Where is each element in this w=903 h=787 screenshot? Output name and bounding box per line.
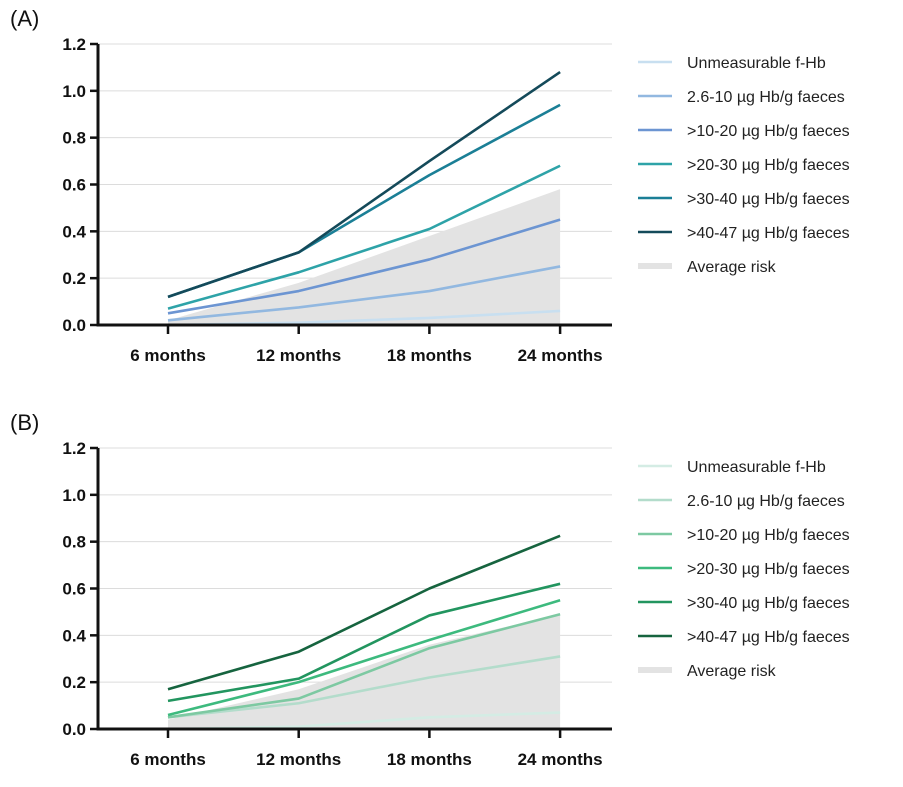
chart-b-y-tick-label: 0.6	[62, 580, 86, 599]
chart-a-legend-label-6: >40-47 µg Hb/g faeces	[687, 225, 850, 242]
chart-b-x-tick-label: 18 months	[387, 750, 472, 769]
chart-b-svg: (B) 0.0 0.2 0.4 0.6 0.8 1.0 1.2 6 months 12 month…	[10, 410, 850, 769]
chart-a-svg: (A) 0.0 0.2 0.4 0.6 0.8 1.0 1.2 6 months 12 month…	[10, 6, 850, 365]
chart-panel-b: (B) 0.0 0.2 0.4 0.6 0.8 1.0 1.2 6 months 12 month…	[0, 404, 903, 787]
chart-a-series-line-4	[167, 164, 561, 310]
chart-a-y-tick-label: 1.0	[62, 82, 86, 101]
chart-b-legend-label-2: 2.6-10 µg Hb/g faeces	[687, 493, 845, 510]
chart-b-y-tick-label: 0.8	[62, 533, 86, 552]
chart-b-y-tick-label: 1.2	[62, 439, 86, 458]
chart-b-legend-label-6: >40-47 µg Hb/g faeces	[687, 629, 850, 646]
chart-a-x-tick-label: 12 months	[256, 346, 341, 365]
chart-a-series-line-3	[167, 218, 561, 315]
chart-b-series-line-4	[167, 598, 561, 717]
chart-a-y-tick-label: 0.2	[62, 269, 86, 288]
chart-a-x-tick-label: 18 months	[387, 346, 472, 365]
chart-b-y-tick-label: 0.2	[62, 673, 86, 692]
chart-a-panel-label: (A)	[10, 6, 39, 31]
chart-b-x-tick-label: 12 months	[256, 750, 341, 769]
chart-a-legend-label-7: Average risk	[687, 259, 777, 276]
chart-b-y-tick-label: 1.0	[62, 486, 86, 505]
chart-b-series-line-6	[167, 534, 561, 691]
chart-b-y-tick-label: 0.4	[62, 626, 86, 645]
chart-b-legend-label-4: >20-30 µg Hb/g faeces	[687, 561, 850, 578]
chart-a-average-risk-area	[168, 189, 561, 325]
chart-b-series-line-2	[167, 655, 561, 719]
chart-b-legend-label-5: >30-40 µg Hb/g faeces	[687, 595, 850, 612]
chart-a-x-tick-label: 24 months	[518, 346, 603, 365]
chart-a-y-tick-label: 1.2	[62, 35, 86, 54]
chart-b-legend-label-3: >10-20 µg Hb/g faeces	[687, 527, 850, 544]
chart-a-y-tick-label: 0.0	[62, 316, 86, 335]
chart-b-x-tick-label: 6 months	[130, 750, 206, 769]
chart-a-legend-label-4: >20-30 µg Hb/g faeces	[687, 157, 850, 174]
chart-b-average-risk-area	[168, 614, 561, 729]
chart-b-panel-label: (B)	[10, 410, 39, 435]
chart-b-series-line-5	[167, 582, 561, 703]
chart-a-x-tick-label: 6 months	[130, 346, 206, 365]
chart-a-y-tick-label: 0.6	[62, 176, 86, 195]
chart-b-x-tick-label: 24 months	[518, 750, 603, 769]
chart-a-y-tick-label: 0.4	[62, 222, 86, 241]
chart-panel-a: (A) 0.0 0.2 0.4 0.6 0.8 1.0 1.2 6 months 12 month…	[0, 0, 903, 383]
chart-a-legend-label-2: 2.6-10 µg Hb/g faeces	[687, 89, 845, 106]
chart-b-y-tick-label: 0.0	[62, 720, 86, 739]
chart-a-legend-label-1: Unmeasurable f-Hb	[687, 55, 826, 72]
chart-a-legend-label-5: >30-40 µg Hb/g faeces	[687, 191, 850, 208]
chart-a-series-line-2	[167, 265, 561, 322]
chart-a-legend-label-3: >10-20 µg Hb/g faeces	[687, 123, 850, 140]
chart-b-legend-label-1: Unmeasurable f-Hb	[687, 459, 826, 476]
chart-a-y-tick-label: 0.8	[62, 129, 86, 148]
chart-b-series-line-3	[167, 613, 561, 719]
chart-a-series-line-6	[167, 71, 561, 299]
chart-b-legend-label-7: Average risk	[687, 663, 777, 680]
